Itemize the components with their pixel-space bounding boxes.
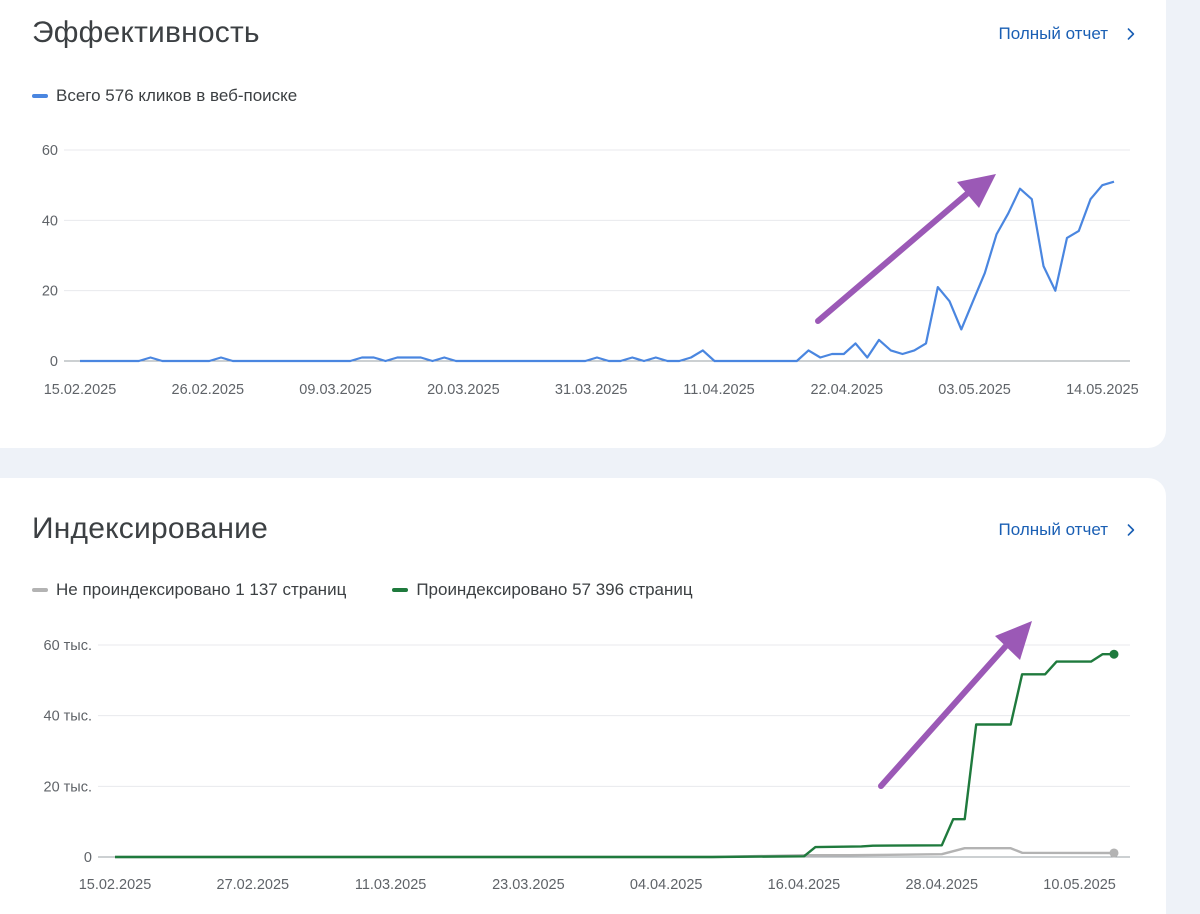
index-x-tick-label: 23.03.2025 xyxy=(492,877,565,893)
legend-label-indexed: Проиндексировано 57 396 страниц xyxy=(416,580,693,599)
perf-y-tick-label: 60 xyxy=(42,143,58,159)
indexing-full-report-link[interactable]: Полный отчет xyxy=(999,520,1140,540)
perf-x-tick-label: 11.04.2025 xyxy=(683,382,755,398)
legend-label-clicks: Всего 576 кликов в веб-поиске xyxy=(56,86,298,105)
legend-swatch-not-indexed xyxy=(32,588,48,592)
chevron-right-icon xyxy=(1127,524,1135,536)
legend-swatch-clicks xyxy=(32,94,48,98)
full-report-label: Полный отчет xyxy=(998,24,1108,43)
indexed-end-point xyxy=(1109,649,1119,659)
not-indexed-series-line xyxy=(115,847,1115,859)
clicks-series-line xyxy=(80,180,1115,363)
index-x-tick-label: 15.02.2025 xyxy=(79,877,152,893)
legend-item-not-indexed[interactable]: Не проиндексировано 1 137 страниц xyxy=(32,580,346,600)
perf-x-tick-label: 31.03.2025 xyxy=(555,382,628,398)
perf-y-tick-label: 40 xyxy=(42,213,58,229)
performance-full-report-link[interactable]: Полный отчет xyxy=(999,24,1140,44)
index-y-tick-label: 0 xyxy=(84,850,92,866)
perf-x-tick-label: 03.05.2025 xyxy=(938,382,1011,398)
trend-arrow-shaft xyxy=(878,635,1016,789)
perf-x-tick-label: 15.02.2025 xyxy=(44,382,117,398)
index-y-tick-label: 40 тыс. xyxy=(44,709,93,725)
perf-x-tick-label: 22.04.2025 xyxy=(810,382,883,398)
perf-x-tick-label: 26.02.2025 xyxy=(172,382,245,398)
trend-arrow-shaft xyxy=(815,184,978,324)
not-indexed-end-point xyxy=(1109,848,1119,858)
index-x-tick-label: 11.03.2025 xyxy=(355,877,427,893)
index-x-tick-label: 16.04.2025 xyxy=(768,877,841,893)
perf-x-tick-label: 09.03.2025 xyxy=(299,382,372,398)
index-x-tick-label: 04.04.2025 xyxy=(630,877,703,893)
legend-swatch-indexed xyxy=(392,588,409,592)
indexed-series-line xyxy=(115,653,1114,859)
performance-card: Эффективность Полный отчет Всего 576 кли… xyxy=(0,0,1166,448)
indexing-title: Индексирование xyxy=(32,512,269,545)
perf-x-tick-label: 20.03.2025 xyxy=(427,382,500,398)
perf-x-tick-label: 14.05.2025 xyxy=(1066,382,1139,398)
perf-y-tick-label: 20 xyxy=(42,284,58,300)
chevron-right-icon xyxy=(1127,28,1135,40)
legend-item-clicks[interactable]: Всего 576 кликов в веб-поиске xyxy=(32,86,297,106)
index-y-tick-label: 20 тыс. xyxy=(44,779,93,795)
index-y-tick-label: 60 тыс. xyxy=(44,638,93,654)
full-report-label: Полный отчет xyxy=(998,520,1108,539)
trend-arrowhead xyxy=(957,174,996,208)
performance-title: Эффективность xyxy=(32,16,260,49)
indexing-legend: Не проиндексировано 1 137 страниц Проинд… xyxy=(32,580,739,600)
performance-legend: Всего 576 кликов в веб-поиске xyxy=(32,86,343,106)
perf-y-tick-label: 0 xyxy=(50,354,58,370)
indexing-card: Индексирование Полный отчет Не проиндекс… xyxy=(0,478,1166,914)
index-x-tick-label: 28.04.2025 xyxy=(905,877,978,893)
legend-item-indexed[interactable]: Проиндексировано 57 396 страниц xyxy=(392,580,693,600)
index-x-tick-label: 10.05.2025 xyxy=(1043,877,1116,893)
index-x-tick-label: 27.02.2025 xyxy=(217,877,290,893)
legend-label-not-indexed: Не проиндексировано 1 137 страниц xyxy=(56,580,347,599)
trend-arrowhead xyxy=(995,621,1032,660)
